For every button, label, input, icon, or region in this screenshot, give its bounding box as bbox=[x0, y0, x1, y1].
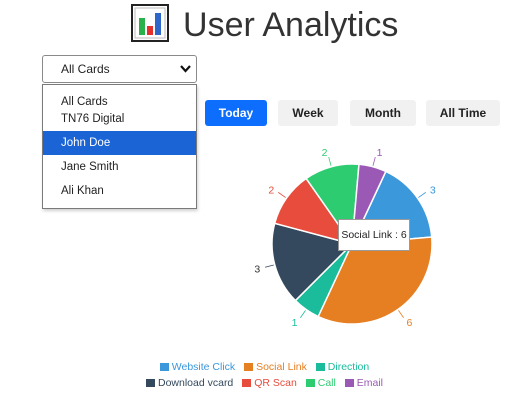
pie-data-label: 6 bbox=[406, 317, 412, 329]
dropdown-option-john-doe[interactable]: John Doe bbox=[43, 131, 196, 155]
legend-item-social-link[interactable]: Social Link bbox=[244, 361, 307, 373]
card-select-dropdown: All Cards TN76 Digital John Doe Jane Smi… bbox=[42, 84, 197, 209]
chevron-down-icon bbox=[180, 65, 191, 73]
dropdown-option-tn76-digital[interactable]: TN76 Digital bbox=[61, 113, 125, 125]
pie-data-label: 3 bbox=[430, 185, 436, 197]
legend-label: Email bbox=[356, 377, 384, 389]
legend-swatch bbox=[315, 363, 325, 371]
all-time-button[interactable]: All Time bbox=[426, 100, 500, 126]
chart-legend-row-2: Download vcard QR Scan Call Email bbox=[0, 377, 529, 389]
pie-data-label: 2 bbox=[322, 147, 328, 159]
legend-item-website-click[interactable]: Website Click bbox=[159, 361, 236, 373]
dropdown-option-all-cards[interactable]: All Cards bbox=[61, 96, 108, 108]
legend-swatch bbox=[344, 379, 354, 387]
legend-label: QR Scan bbox=[254, 377, 297, 389]
card-select-value: All Cards bbox=[61, 62, 110, 76]
pie-data-label: 3 bbox=[254, 264, 260, 276]
legend-item-email[interactable]: Email bbox=[344, 377, 384, 389]
legend-item-qr-scan[interactable]: QR Scan bbox=[242, 377, 297, 389]
pie-label-line bbox=[300, 310, 306, 318]
legend-label: Download vcard bbox=[157, 377, 234, 389]
page-header: User Analytics bbox=[0, 4, 529, 47]
chart-tooltip: Social Link : 6 bbox=[338, 219, 410, 251]
dropdown-option-ali-khan[interactable]: Ali Khan bbox=[61, 185, 104, 197]
pie-data-label: 2 bbox=[268, 185, 274, 197]
pie-label-line bbox=[398, 310, 404, 318]
month-button[interactable]: Month bbox=[350, 100, 416, 126]
legend-item-call[interactable]: Call bbox=[305, 377, 336, 389]
legend-swatch bbox=[242, 379, 252, 387]
pie-label-line bbox=[418, 192, 426, 198]
week-button[interactable]: Week bbox=[278, 100, 338, 126]
card-select[interactable]: All Cards bbox=[42, 55, 197, 83]
legend-label: Direction bbox=[327, 361, 370, 373]
pie-label-line bbox=[264, 264, 274, 268]
legend-item-direction[interactable]: Direction bbox=[315, 361, 370, 373]
legend-swatch bbox=[145, 379, 155, 387]
pie-label-line bbox=[372, 156, 376, 166]
legend-label: Website Click bbox=[171, 361, 236, 373]
legend-label: Call bbox=[317, 377, 336, 389]
legend-swatch bbox=[305, 379, 315, 387]
today-button[interactable]: Today bbox=[205, 100, 267, 126]
legend-label: Social Link bbox=[256, 361, 307, 373]
dropdown-option-jane-smith[interactable]: Jane Smith bbox=[61, 161, 119, 173]
pie-slice-download-vcard[interactable] bbox=[271, 222, 354, 302]
legend-swatch bbox=[244, 363, 254, 371]
bar-chart-icon bbox=[130, 4, 169, 47]
page-title: User Analytics bbox=[183, 6, 399, 44]
legend-swatch bbox=[159, 363, 169, 371]
pie-label-line bbox=[278, 192, 286, 198]
pie-data-label: 1 bbox=[292, 317, 298, 329]
pie-label-line bbox=[328, 156, 332, 166]
legend-item-download-vcard[interactable]: Download vcard bbox=[145, 377, 234, 389]
pie-data-label: 1 bbox=[377, 147, 383, 159]
pie-slice-social-link[interactable] bbox=[317, 236, 433, 325]
chart-legend-row-1: Website Click Social Link Direction bbox=[0, 361, 529, 373]
